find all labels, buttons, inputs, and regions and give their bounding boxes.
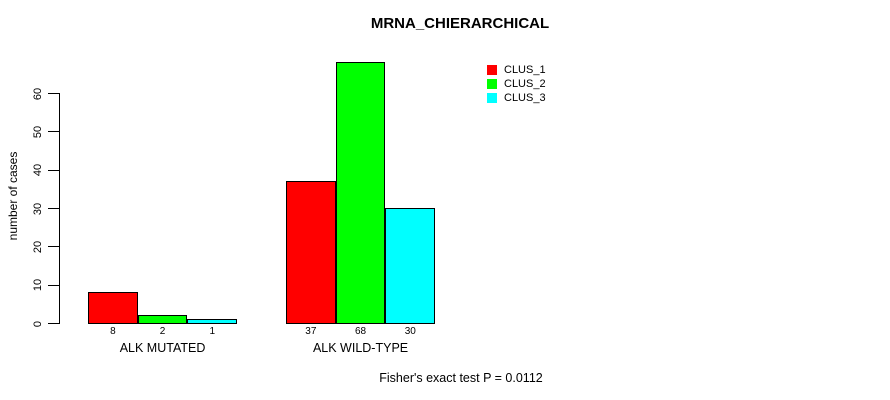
legend-row: CLUS_3	[487, 91, 546, 105]
y-axis-tick-label: 40	[32, 164, 44, 177]
legend-label: CLUS_3	[504, 92, 546, 104]
legend-row: CLUS_2	[487, 77, 546, 91]
bar-value-label: 30	[404, 326, 416, 337]
bar-clus_1-2	[286, 181, 336, 324]
y-axis-tick-label: 20	[32, 240, 44, 253]
bar-clus_2-2	[335, 62, 386, 324]
y-axis-tick	[48, 93, 59, 95]
legend-swatch-icon	[487, 79, 497, 89]
y-axis-tick-label: 0	[32, 320, 44, 327]
caption: Fisher's exact test P = 0.0112	[379, 371, 543, 385]
y-axis-label: number of cases	[6, 151, 20, 241]
y-axis-line	[59, 93, 60, 324]
y-axis-tick-label: 60	[32, 87, 44, 100]
bar-value-label: 1	[209, 326, 216, 337]
y-axis-tick-label: 30	[32, 202, 44, 215]
y-axis-tick	[48, 323, 59, 324]
y-axis-tick	[48, 246, 59, 248]
category-label: ALK WILD-TYPE	[312, 341, 409, 355]
bar-value-label: 68	[354, 326, 367, 337]
y-axis-tick	[48, 208, 59, 209]
bar-clus_3-1	[187, 319, 238, 324]
legend-row: CLUS_1	[487, 63, 546, 77]
y-axis-tick	[48, 169, 59, 171]
bar-value-label: 8	[110, 326, 116, 337]
bar-value-label: 2	[159, 326, 166, 337]
legend-swatch-icon	[487, 65, 497, 75]
legend-swatch-icon	[487, 93, 497, 103]
bar-value-label: 37	[305, 326, 317, 337]
y-axis-tick	[48, 131, 59, 133]
y-axis-tick-label: 50	[32, 125, 44, 138]
chart-title: MRNA_CHIERARCHICAL	[370, 15, 550, 32]
bar-clus_1-1	[88, 292, 138, 324]
legend-label: CLUS_2	[504, 78, 546, 90]
y-axis-tick	[48, 284, 59, 286]
legend-label: CLUS_1	[504, 64, 546, 76]
y-axis-tick-label: 10	[32, 279, 44, 292]
legend: CLUS_1 CLUS_2 CLUS_3	[487, 63, 546, 105]
category-label: ALK MUTATED	[119, 341, 206, 355]
bar-clus_3-2	[385, 208, 436, 324]
bar-clus_2-1	[137, 315, 188, 324]
